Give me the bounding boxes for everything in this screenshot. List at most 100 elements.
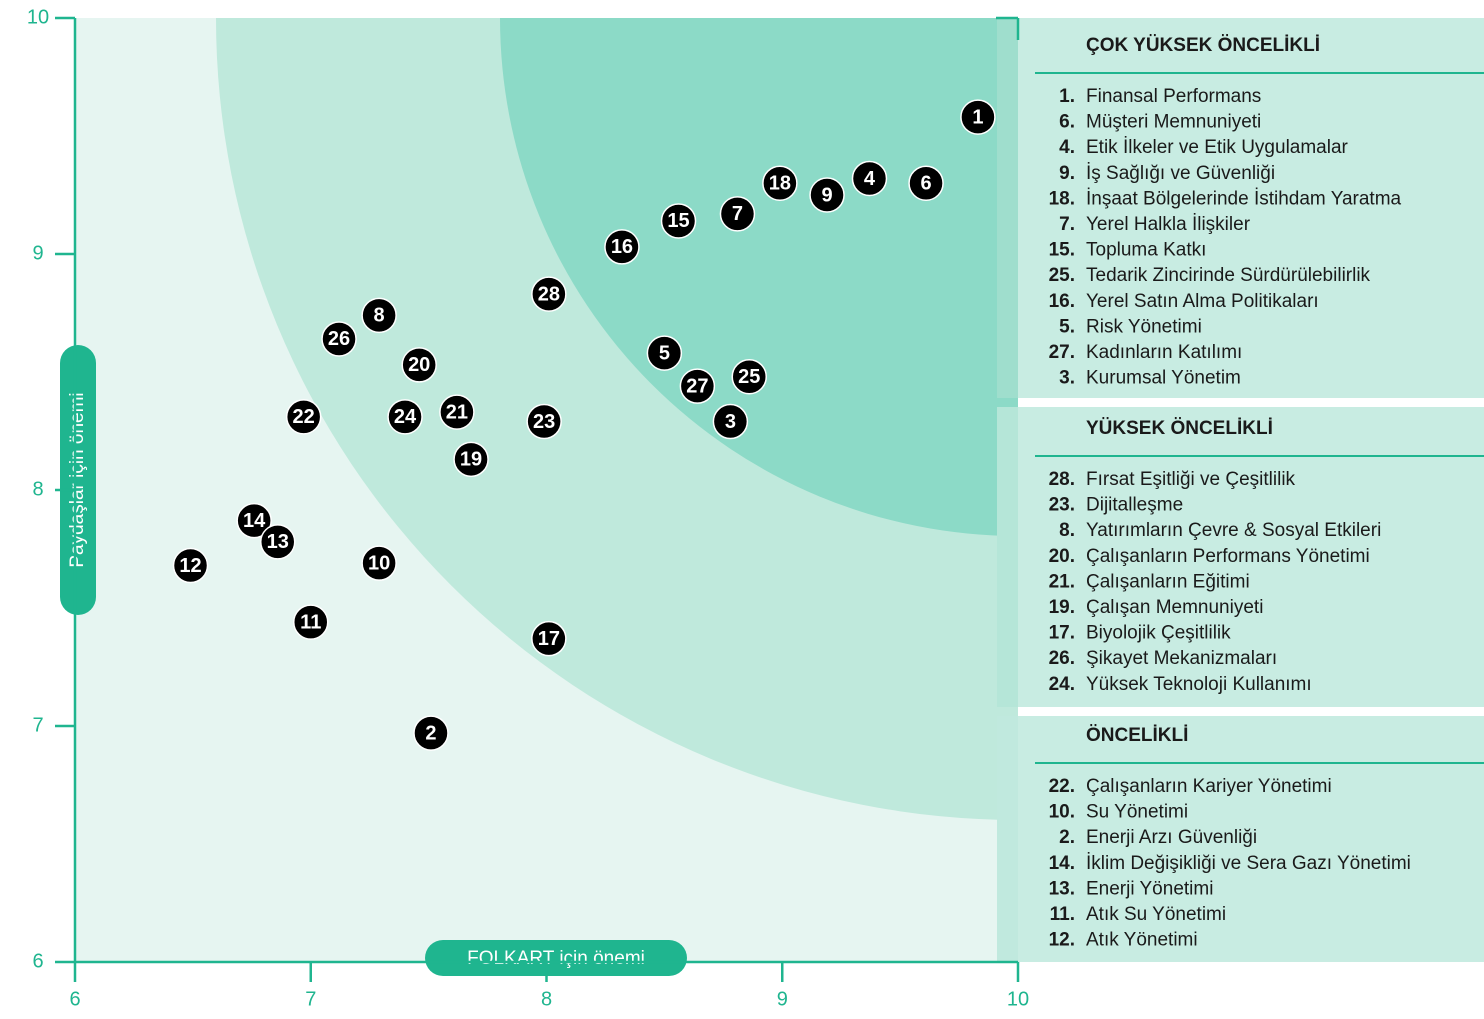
legend-number: 13. [1049,878,1075,899]
legend-item: Çalışanların Kariyer Yönetimi [1086,776,1332,797]
x-axis-label: FOLKART için önemi [467,948,645,969]
legend-title: ÇOK YÜKSEK ÖNCELİKLİ [1086,35,1320,56]
point-label: 19 [460,449,482,471]
legend-item: Finansal Performans [1086,86,1261,107]
y-axis-label: Paydaşlar için önemi [67,392,88,567]
point [259,524,296,560]
legend-number: 14. [1049,853,1075,874]
point [731,358,767,395]
legend-item: Yerel Satın Alma Politikaları [1086,291,1319,312]
x-tick-label: 10 [1007,988,1029,1010]
point [646,335,683,371]
point [531,620,567,657]
x-label-pill [425,940,687,976]
legend-strip [997,716,1018,962]
legend-number: 22. [1049,776,1075,797]
point-label: 9 [821,184,832,206]
legend-item: Enerji Yönetimi [1086,878,1213,899]
legend-item: İş Sağlığı ve Güvenliği [1086,163,1275,184]
point [851,160,888,197]
y-tick-label: 7 [32,714,43,736]
point [293,604,329,640]
point [439,394,475,430]
point [361,297,397,334]
legend-item: Kurumsal Yönetim [1086,368,1241,389]
legend-number: 1. [1059,86,1075,107]
legend-item: Atık Yönetimi [1086,930,1198,951]
legend-item: Çalışan Memnuniyeti [1086,597,1263,618]
y-tick-label: 10 [27,6,49,28]
legend-item: Biyolojik Çeşitlilik [1086,623,1231,644]
legend-number: 11. [1050,904,1075,925]
legend-item: Yatırımların Çevre & Sosyal Etkileri [1086,520,1381,541]
legend-number: 2. [1059,827,1075,848]
point-label: 20 [408,354,430,376]
point-label: 14 [243,510,266,532]
legend-title: ÖNCELİKLİ [1086,725,1188,746]
legend-number: 26. [1049,648,1075,669]
zone-inner [500,18,1018,536]
point-label: 11 [300,611,321,633]
legend-number: 15. [1049,240,1075,261]
point [762,165,798,201]
point-label: 21 [446,401,468,423]
legend-number: 3. [1059,368,1075,389]
y-tick-label: 9 [32,242,43,264]
legend-number: 8. [1059,520,1075,541]
point-label: 5 [659,342,670,364]
point-label: 7 [732,203,743,225]
legend-item: İnşaat Bölgelerinde İstihdam Yaratma [1086,188,1402,209]
y-tick-label: 6 [32,950,43,972]
legend-number: 23. [1049,495,1075,516]
x-tick-label: 9 [777,988,788,1010]
point [526,403,562,440]
legend-item: Fırsat Eşitliği ve Çeşitlilik [1086,469,1296,490]
y-label-pill [60,345,96,615]
point-label: 10 [368,552,390,574]
legend-item: Risk Yönetimi [1086,316,1202,337]
legend-number: 25. [1049,265,1075,286]
point [679,368,716,404]
point [719,196,756,232]
point [361,545,397,581]
point-label: 18 [769,172,791,194]
point-label: 16 [611,236,633,258]
legend-item: Atık Su Yönetimi [1086,904,1226,925]
point [960,99,996,135]
point [413,715,449,751]
legend-number: 6. [1059,112,1075,133]
legend-item: Kadınların Katılımı [1086,342,1242,363]
legend-item: İklim Değişikliği ve Sera Gazı Yönetimi [1086,853,1411,874]
point [236,502,272,539]
point-label: 28 [538,283,560,305]
legend-number: 10. [1049,802,1075,823]
legend-number: 24. [1049,674,1075,695]
point [401,347,437,383]
x-tick-label: 6 [69,988,80,1010]
legend-title: YÜKSEK ÖNCELİKLİ [1086,418,1273,439]
legend-number: 20. [1049,546,1075,567]
legend-number: 7. [1059,214,1075,235]
legend-panel [997,716,1484,962]
legend-item: Dijitalleşme [1086,495,1183,516]
legend-item: Enerji Arzı Güvenliği [1086,827,1257,848]
legend-strip [997,18,1018,398]
legend-number: 17. [1049,623,1075,644]
point-label: 25 [738,366,760,388]
point-label: 23 [533,411,555,433]
point-label: 26 [328,328,350,350]
legend-strip [997,407,1018,707]
legend-item: Etik İlkeler ve Etik Uygulamalar [1086,137,1349,158]
point [285,399,322,435]
point-label: 8 [374,305,385,327]
x-tick-label: 8 [541,988,552,1010]
point [604,229,640,265]
point-label: 27 [686,375,708,397]
point-label: 12 [179,555,201,577]
point-label: 2 [425,722,436,744]
point-label: 13 [267,531,289,553]
legend-number: 5. [1059,316,1075,337]
point [321,321,357,357]
point [172,547,209,584]
